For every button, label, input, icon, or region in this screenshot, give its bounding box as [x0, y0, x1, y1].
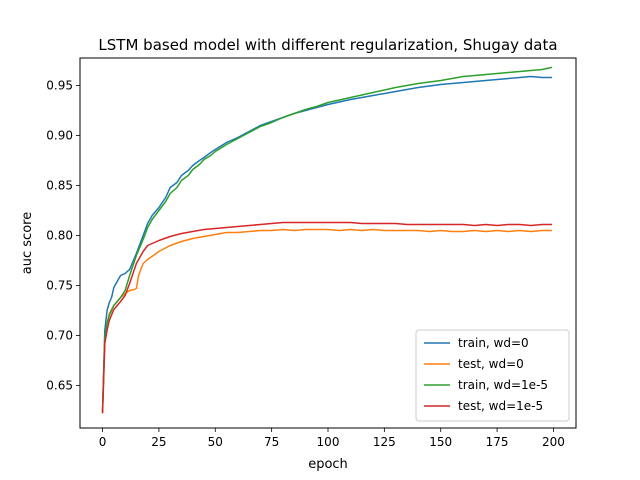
marks-layer — [101, 66, 553, 414]
y-tick-label: 0.85 — [46, 179, 73, 193]
series-line-4 — [101, 221, 552, 414]
y-tick-label: 0.80 — [46, 229, 73, 243]
chart-title: LSTM based model with different regulari… — [98, 36, 557, 54]
legend-label-4: test, wd=1e-5 — [458, 399, 543, 413]
x-tick-label: 100 — [317, 435, 340, 449]
y-tick-label: 0.95 — [46, 79, 73, 93]
legend: train, wd=0 test, wd=0 train, wd=1e-5 test,… — [415, 329, 570, 422]
x-tick-label: 175 — [486, 435, 509, 449]
x-tick-label: 75 — [264, 435, 279, 449]
y-axis: 0.65 0.70 0.75 0.80 0.85 0.90 0.95 — [46, 79, 80, 393]
x-tick-label: 125 — [373, 435, 396, 449]
y-tick-label: 0.70 — [46, 329, 73, 343]
series-line-3 — [101, 66, 553, 412]
y-tick-label: 0.90 — [46, 129, 73, 143]
legend-box — [415, 329, 570, 422]
x-tick-label: 200 — [542, 435, 565, 449]
legend-label-1: train, wd=0 — [458, 336, 529, 350]
x-tick-label: 25 — [151, 435, 166, 449]
legend-label-2: test, wd=0 — [458, 357, 524, 371]
x-axis-label: epoch — [308, 457, 348, 472]
y-axis-label: auc score — [20, 212, 35, 274]
series-line-1 — [101, 75, 552, 412]
x-tick-label: 0 — [99, 435, 107, 449]
series-line-2 — [101, 228, 552, 414]
x-axis: 0 25 50 75 100 125 150 175 200 — [99, 428, 565, 449]
y-tick-label: 0.75 — [46, 279, 73, 293]
y-tick-label: 0.65 — [46, 379, 73, 393]
legend-label-3: train, wd=1e-5 — [458, 378, 548, 392]
x-tick-label: 50 — [208, 435, 223, 449]
x-tick-label: 150 — [429, 435, 452, 449]
